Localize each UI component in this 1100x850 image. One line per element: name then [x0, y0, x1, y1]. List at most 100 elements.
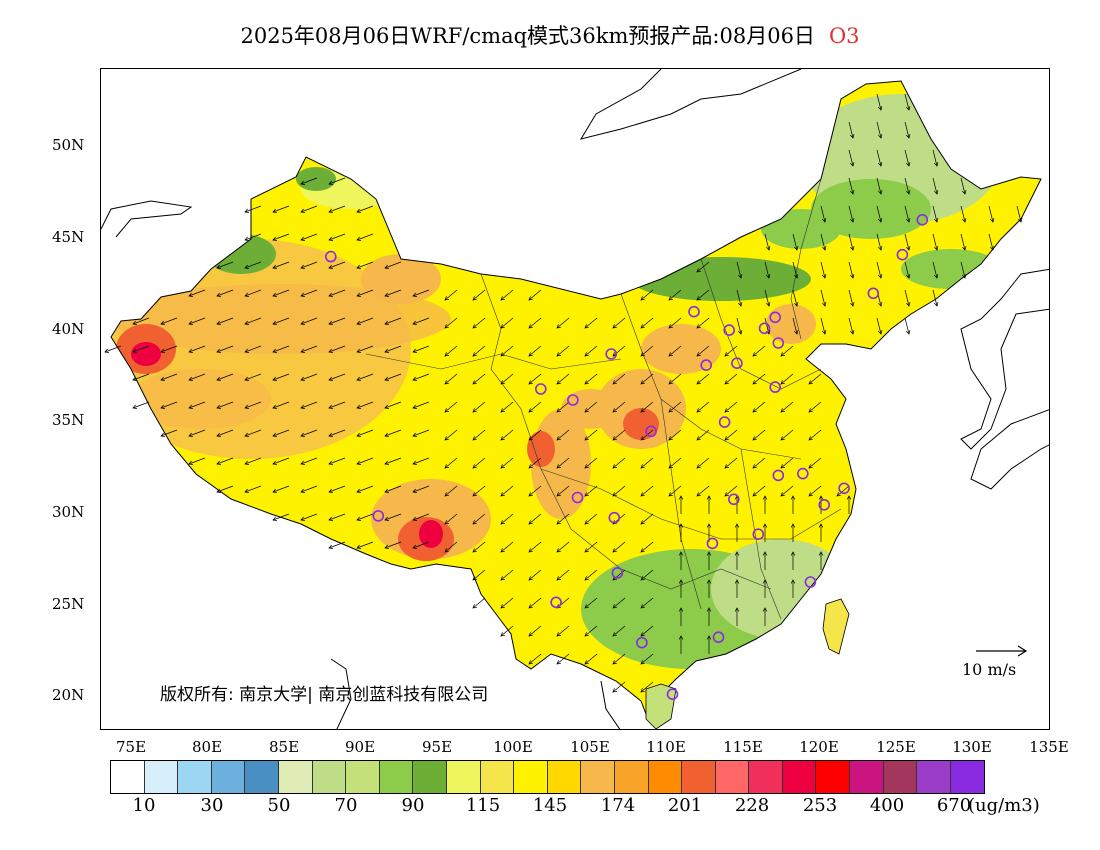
- wind-arrow-head: [850, 190, 855, 195]
- wind-arrow: [612, 429, 626, 441]
- wind-arrow-head: [244, 432, 250, 437]
- wind-arrow: [472, 513, 486, 525]
- wind-arrow-head: [678, 523, 684, 528]
- station-marker: [608, 511, 621, 524]
- wind-arrow: [272, 261, 290, 269]
- wind-arrow: [640, 345, 654, 357]
- wind-arrow-head: [216, 292, 222, 297]
- wind-arrow: [528, 373, 542, 385]
- wind-arrow-head: [412, 460, 418, 465]
- wind-arrow-head: [472, 408, 477, 413]
- wind-arrow: [472, 401, 486, 413]
- wind-arrow-head: [584, 464, 589, 469]
- wind-arrow: [188, 345, 206, 353]
- wind-arrow: [356, 401, 374, 409]
- wind-arrow: [584, 625, 598, 637]
- wind-arrow-head: [216, 348, 222, 353]
- wind-arrow: [500, 401, 514, 413]
- wind-arrow: [500, 289, 514, 301]
- wind-arrow: [764, 233, 770, 251]
- wind-arrow-head: [794, 302, 799, 307]
- station-marker: [550, 596, 562, 609]
- wind-arrow: [384, 401, 402, 409]
- wind-arrow: [444, 317, 458, 329]
- wind-arrow-head: [444, 492, 449, 497]
- station-marker: [645, 425, 657, 438]
- colorbar-swatch: [446, 761, 481, 793]
- wind-arrow-head: [696, 380, 701, 385]
- wind-arrow: [244, 289, 262, 297]
- station-marker: [706, 537, 719, 550]
- wind-arrow-head: [878, 302, 883, 307]
- wind-arrow: [244, 261, 262, 269]
- wind-arrow: [528, 485, 542, 497]
- wind-arrow-head: [300, 208, 306, 213]
- wind-arrow: [160, 317, 178, 325]
- wind-arrow: [528, 401, 542, 413]
- wind-arrow-head: [244, 264, 250, 269]
- wind-arrow: [640, 569, 654, 581]
- wind-arrow-head: [906, 246, 911, 251]
- wind-arrow-head: [668, 436, 673, 441]
- wind-arrow: [300, 401, 318, 409]
- wind-arrow-head: [734, 579, 740, 584]
- wind-arrow: [356, 261, 374, 269]
- wind-arrow: [808, 485, 822, 497]
- wind-arrow: [472, 345, 486, 357]
- wind-arrow: [528, 541, 542, 553]
- wind-arrow: [384, 513, 402, 521]
- wind-arrow: [160, 345, 178, 353]
- wind-arrow: [736, 317, 742, 335]
- wind-arrow: [724, 429, 738, 441]
- wind-arrow-head: [356, 208, 362, 213]
- wind-arrow: [528, 569, 542, 581]
- wind-arrow-head: [790, 551, 796, 556]
- wind-arrow-head: [612, 492, 617, 497]
- wind-arrow-head: [500, 604, 505, 609]
- lat-label-20: 20N: [52, 686, 85, 704]
- wind-arrow-head: [818, 523, 824, 528]
- colorbar-label-670: 670: [936, 795, 972, 816]
- wind-arrow-head: [640, 660, 645, 665]
- wind-arrow: [724, 485, 738, 497]
- wind-arrow-head: [724, 380, 729, 385]
- wind-arrow: [848, 233, 854, 251]
- wind-arrow-head: [412, 348, 418, 353]
- wind-arrow-head: [584, 352, 589, 357]
- wind-arrow: [444, 513, 458, 525]
- wind-arrow-head: [216, 376, 222, 381]
- concentration-field: [111, 81, 1041, 714]
- wind-arrow: [300, 317, 318, 325]
- wind-arrow-head: [356, 544, 362, 549]
- wind-arrow-head: [412, 544, 418, 549]
- wind-arrow-head: [412, 292, 418, 297]
- wind-arrow: [216, 485, 234, 493]
- wind-arrow: [584, 373, 598, 385]
- wind-arrow-head: [528, 352, 533, 357]
- wind-arrow-head: [384, 264, 390, 269]
- lat-label-35: 35N: [52, 411, 85, 429]
- wind-arrow: [584, 317, 598, 329]
- wind-arrow: [412, 457, 430, 465]
- wind-arrow-head: [556, 548, 561, 553]
- wind-arrow-head: [696, 464, 701, 469]
- wind-arrow-head: [934, 302, 939, 307]
- colorbar-swatch: [178, 761, 212, 793]
- colorbar-swatch: [111, 761, 145, 793]
- wind-arrow-head: [556, 464, 561, 469]
- wind-arrow: [736, 289, 742, 307]
- wind-arrow: [356, 289, 374, 297]
- wind-arrow-head: [444, 520, 449, 525]
- wind-arrow: [668, 401, 682, 413]
- wind-arrow-head: [272, 264, 278, 269]
- wind-scale-label: 10 m/s: [962, 660, 1017, 679]
- wind-arrow-head: [640, 688, 645, 693]
- colorbar-label-174: 174: [600, 795, 636, 816]
- wind-arrow-head: [808, 492, 813, 497]
- wind-arrow-head: [412, 376, 418, 381]
- wind-arrow-head: [822, 246, 827, 251]
- wind-arrow-head: [356, 460, 362, 465]
- wind-arrow: [960, 261, 966, 279]
- wind-arrow: [848, 205, 854, 223]
- wind-arrow-head: [612, 520, 617, 525]
